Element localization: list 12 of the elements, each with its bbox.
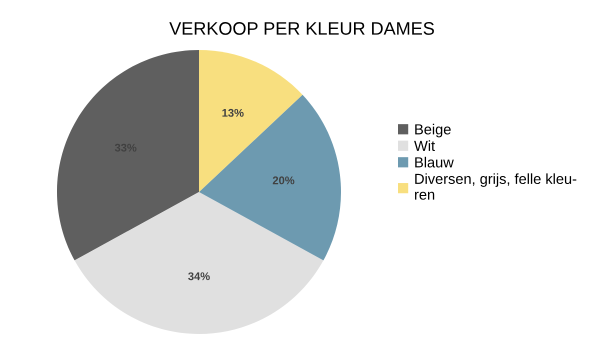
legend-label: Blauw xyxy=(415,156,454,168)
data-label: 20% xyxy=(272,176,294,184)
pie-slice xyxy=(74,192,324,334)
data-label: 34% xyxy=(188,272,210,280)
pie-slice xyxy=(57,50,199,260)
legend-label: Beige xyxy=(415,124,451,138)
pie-slice xyxy=(199,94,341,260)
legend-label: Wit xyxy=(414,140,435,151)
pie-slice xyxy=(199,50,303,192)
data-label: 13% xyxy=(222,108,244,117)
chart-title: VERKOOP PER KLEUR DAMES xyxy=(169,22,434,35)
legend-label: Diversen, grijs, felle kleu- ren xyxy=(415,173,576,200)
